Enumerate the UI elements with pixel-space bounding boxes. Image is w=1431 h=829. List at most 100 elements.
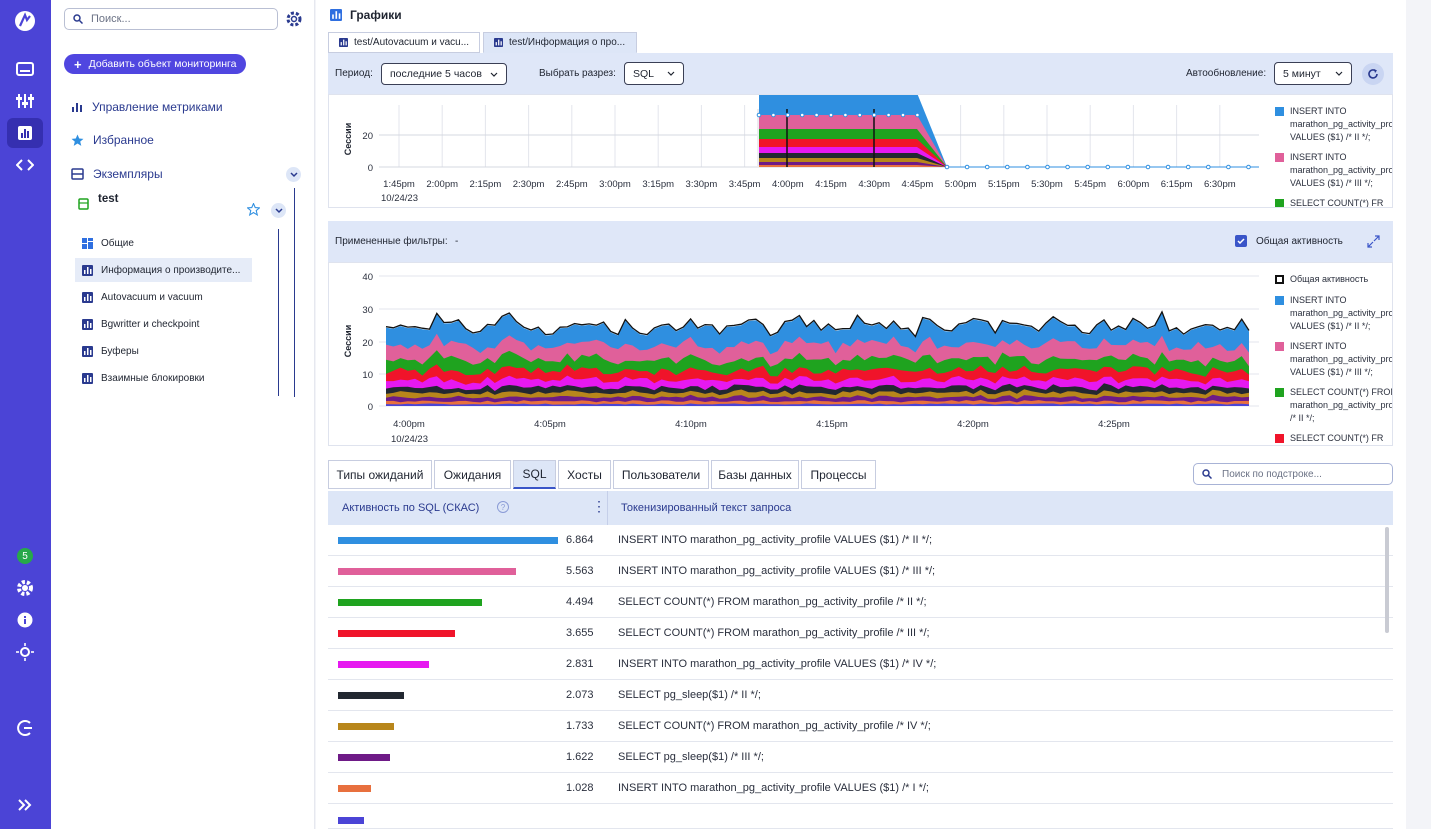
search-icon [73, 14, 83, 24]
nav-settings-icon[interactable] [285, 10, 303, 33]
tab-waits[interactable]: Ожидания [434, 460, 511, 489]
table-row-partial[interactable] [328, 805, 1393, 829]
period-select[interactable]: последние 5 часов [381, 63, 507, 85]
tab-autovacuum[interactable]: test/Autovacuum и vacu... [328, 32, 480, 53]
legend-item[interactable]: SELECT COUNT(*) FROM marathon_pg_activit… [1275, 386, 1392, 425]
activity-chart[interactable]: Сессии 40 30 20 10 0 4:00pm 4:05pm 4:10pm 4:15p… [329, 263, 1265, 445]
table-row[interactable]: 2.831 INSERT INTO marathon_pg_activity_pr… [328, 649, 1393, 680]
x-tick-label: 5:00pm [945, 179, 977, 190]
nav-search-input[interactable]: Поиск... [64, 8, 278, 30]
instance-test[interactable]: test [78, 193, 118, 210]
timeline-areas [759, 95, 947, 167]
collapse-instance-button[interactable] [271, 203, 286, 218]
legend-item[interactable]: Общая активность [1275, 273, 1387, 286]
expand-icon[interactable] [7, 790, 43, 820]
legend-label: SELECT COUNT(*) FROM marathon_pg_activit… [1290, 387, 1392, 423]
table-search-input[interactable]: Поиск по подстроке... [1193, 463, 1393, 485]
tab-hosts[interactable]: Хосты [558, 460, 611, 489]
sub-item-autovacuum[interactable]: Autovacuum и vacuum [75, 285, 252, 309]
tab-users[interactable]: Пользователи [613, 460, 709, 489]
legend-item[interactable]: INSERT INTO marathon_pg_activity_profile… [1275, 340, 1392, 379]
sub-item-locks[interactable]: Взаимные блокировки [75, 366, 252, 390]
legend-label: INSERT INTO marathon_pg_activity_profile… [1290, 106, 1392, 142]
theme-sun-icon[interactable] [7, 637, 43, 667]
total-activity-checkbox[interactable] [1235, 235, 1247, 247]
legend-item[interactable]: SELECT COUNT(*) FR [1275, 432, 1387, 445]
charts-icon[interactable] [7, 118, 43, 148]
nav-item-metrics[interactable]: Управление метриками [71, 100, 223, 114]
x-tick-label: 4:10pm [675, 419, 707, 430]
logo-icon[interactable] [7, 6, 43, 36]
table-row[interactable]: 3.655 SELECT COUNT(*) FROM marathon_pg_ac… [328, 618, 1393, 649]
tab-wait-types[interactable]: Типы ожиданий [328, 460, 432, 489]
nav-item-favorites[interactable]: Избранное [71, 133, 154, 147]
collapse-instances-button[interactable] [286, 167, 301, 182]
query-text: SELECT COUNT(*) FROM marathon_pg_activit… [618, 720, 931, 732]
tab-label: SQL [522, 467, 547, 481]
activity-value: 6.864 [566, 534, 594, 546]
column-header-query[interactable]: Токенизированный текст запроса [621, 502, 792, 514]
add-button-label: Добавить объект мониторинга [88, 58, 237, 70]
activity-bar [338, 537, 558, 544]
table-row[interactable]: 4.494 SELECT COUNT(*) FROM marathon_pg_ac… [328, 587, 1393, 618]
table-row[interactable]: 1.028 INSERT INTO marathon_pg_activity_pr… [328, 773, 1393, 804]
sub-item-bgwriter[interactable]: Bgwritter и checkpoint [75, 312, 252, 336]
sub-item-overview[interactable]: Общие [75, 231, 252, 255]
x-tick-label: 6:30pm [1204, 179, 1236, 190]
chart-icon [72, 103, 82, 112]
legend-item[interactable]: SELECT COUNT(*) FR [1275, 197, 1387, 207]
x-date-label: 10/24/23 [381, 193, 418, 204]
favorite-star-icon[interactable] [246, 202, 261, 221]
query-text: INSERT INTO marathon_pg_activity_profile… [618, 565, 936, 577]
legend-item[interactable]: INSERT INTO marathon_pg_activity_profile… [1275, 151, 1392, 190]
refresh-button[interactable] [1362, 63, 1384, 85]
info-icon[interactable] [7, 605, 43, 635]
table-row[interactable]: 5.563 INSERT INTO marathon_pg_activity_pr… [328, 556, 1393, 587]
settings-sliders-icon[interactable] [7, 86, 43, 116]
x-tick-label: 3:45pm [729, 179, 761, 190]
notification-badge[interactable]: 5 [17, 548, 33, 564]
nav-item-instances[interactable]: Экземпляры [71, 167, 163, 181]
activity-value: 5.563 [566, 565, 594, 577]
auto-refresh-select[interactable]: 5 минут [1274, 62, 1352, 85]
logout-icon[interactable] [7, 713, 43, 743]
tab-performance[interactable]: test/Информация о про... [483, 32, 637, 53]
column-header-activity[interactable]: Активность по SQL (СКАС) [342, 502, 480, 514]
data-point [771, 112, 776, 118]
table-row[interactable]: 2.073 SELECT pg_sleep($1) /* II */; [328, 680, 1393, 711]
activity-value: 1.622 [566, 751, 594, 763]
timeline-chart[interactable]: Сессии 20 0 1:45pm 2:00pm 2:15pm 2:30pm 2:45… [329, 95, 1265, 207]
sub-item-performance[interactable]: Информация о производите... [75, 258, 252, 282]
tab-sql[interactable]: SQL [513, 460, 556, 489]
tab-databases[interactable]: Базы данных [711, 460, 799, 489]
query-text: SELECT pg_sleep($1) /* III */; [618, 751, 764, 763]
table-row[interactable]: 6.864 INSERT INTO marathon_pg_activity_pr… [328, 525, 1393, 556]
fullscreen-icon[interactable] [1367, 235, 1380, 253]
add-monitoring-object-button[interactable]: + Добавить объект мониторинга [64, 54, 246, 74]
auto-refresh-label: Автообновление: [1186, 68, 1267, 79]
chevron-down-icon [289, 171, 298, 177]
timeline-chart-panel: Сессии 20 0 1:45pm 2:00pm 2:15pm 2:30pm 2:45… [328, 94, 1393, 208]
help-icon[interactable]: ? [497, 501, 509, 513]
code-icon[interactable] [7, 150, 43, 180]
data-point [900, 112, 906, 118]
x-tick-label: 5:45pm [1074, 179, 1106, 190]
legend-swatch [1275, 296, 1284, 305]
legend-item[interactable]: INSERT INTO marathon_pg_activity_profile… [1275, 105, 1392, 144]
tab-processes[interactable]: Процессы [801, 460, 876, 489]
dashboard-icon[interactable] [7, 54, 43, 84]
sub-item-buffers[interactable]: Буферы [75, 339, 252, 363]
checkmark-icon [1237, 238, 1245, 244]
period-value: последние 5 часов [390, 68, 482, 80]
table-scrollbar[interactable] [1385, 527, 1389, 633]
table-row[interactable]: 1.733 SELECT COUNT(*) FROM marathon_pg_ac… [328, 711, 1393, 742]
slice-select[interactable]: SQL [624, 62, 684, 85]
y-tick-label: 0 [368, 163, 373, 174]
sub-item-label: Общие [101, 237, 134, 249]
chart-icon [82, 291, 93, 303]
gear-icon[interactable] [7, 573, 43, 603]
table-row[interactable]: 1.622 SELECT pg_sleep($1) /* III */; [328, 742, 1393, 773]
legend-item[interactable]: INSERT INTO marathon_pg_activity_profile… [1275, 294, 1392, 333]
activity-bar [338, 568, 517, 575]
column-menu-icon[interactable]: ⋮ [592, 498, 606, 514]
